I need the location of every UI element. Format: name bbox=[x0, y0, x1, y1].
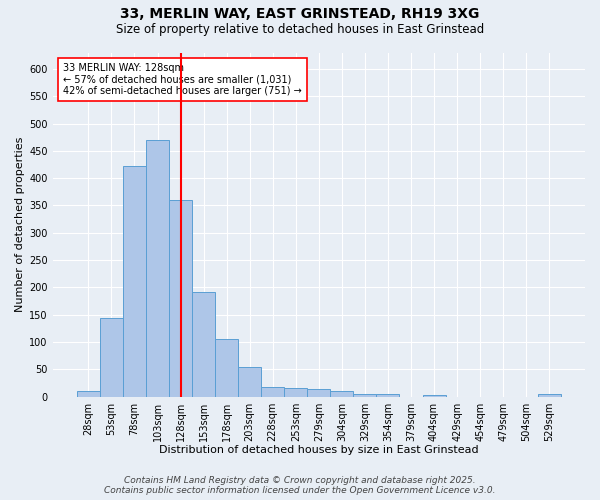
Bar bbox=[169, 200, 192, 396]
Text: 33, MERLIN WAY, EAST GRINSTEAD, RH19 3XG: 33, MERLIN WAY, EAST GRINSTEAD, RH19 3XG bbox=[121, 8, 479, 22]
Text: Contains HM Land Registry data © Crown copyright and database right 2025.
Contai: Contains HM Land Registry data © Crown c… bbox=[104, 476, 496, 495]
Bar bbox=[215, 338, 238, 396]
Bar bbox=[261, 387, 284, 396]
Bar bbox=[538, 394, 561, 396]
Bar bbox=[192, 292, 215, 397]
Bar bbox=[146, 140, 169, 396]
Bar bbox=[100, 318, 123, 396]
X-axis label: Distribution of detached houses by size in East Grinstead: Distribution of detached houses by size … bbox=[159, 445, 479, 455]
Y-axis label: Number of detached properties: Number of detached properties bbox=[15, 137, 25, 312]
Bar bbox=[307, 390, 331, 396]
Bar bbox=[422, 395, 446, 396]
Bar bbox=[77, 391, 100, 396]
Bar bbox=[353, 394, 376, 396]
Bar bbox=[123, 166, 146, 396]
Bar bbox=[284, 388, 307, 396]
Text: Size of property relative to detached houses in East Grinstead: Size of property relative to detached ho… bbox=[116, 22, 484, 36]
Text: 33 MERLIN WAY: 128sqm
← 57% of detached houses are smaller (1,031)
42% of semi-d: 33 MERLIN WAY: 128sqm ← 57% of detached … bbox=[63, 63, 302, 96]
Bar bbox=[238, 367, 261, 396]
Bar bbox=[331, 391, 353, 396]
Bar bbox=[376, 394, 400, 396]
